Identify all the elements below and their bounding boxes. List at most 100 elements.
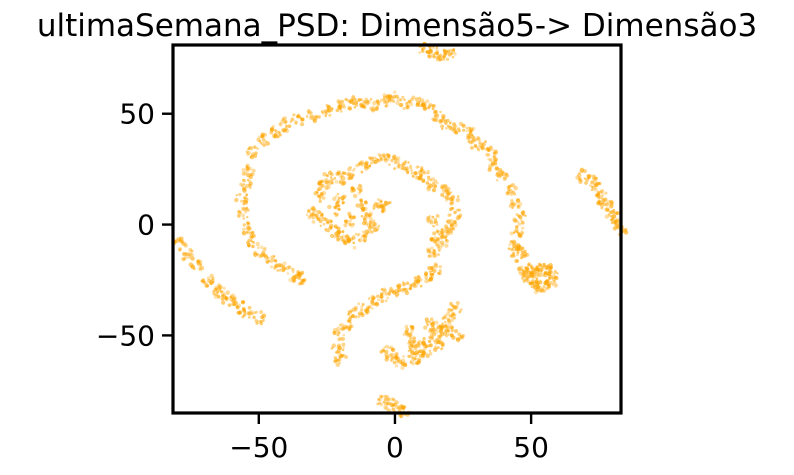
data-point-jitter (329, 176, 333, 179)
data-point-jitter (434, 110, 439, 114)
data-point-jitter (436, 340, 441, 345)
data-point-jitter (224, 296, 229, 301)
data-point-jitter (392, 403, 396, 407)
data-point-jitter (593, 187, 598, 192)
data-point-jitter (543, 272, 548, 278)
data-point-jitter (353, 167, 356, 171)
data-point (291, 278, 297, 283)
data-point-jitter (311, 205, 316, 211)
data-point-jitter (511, 182, 516, 188)
data-point-jitter (242, 183, 246, 186)
data-point-jitter (372, 100, 377, 106)
data-point-jitter (539, 288, 545, 293)
data-point-jitter (234, 197, 239, 203)
data-point-jitter (455, 208, 459, 212)
data-point-jitter (386, 296, 390, 300)
data-point-jitter (368, 220, 373, 225)
data-point-jitter (342, 326, 346, 330)
data-point-jitter (387, 94, 392, 98)
data-point-jitter (267, 259, 271, 263)
data-point-jitter (402, 283, 406, 287)
data-point-jitter (524, 266, 529, 271)
data-point-jitter (418, 348, 423, 353)
data-point-jitter (538, 286, 543, 291)
data-point-jitter (586, 174, 592, 179)
data-point-jitter (415, 100, 421, 105)
data-point-jitter (372, 107, 377, 112)
data-point-jitter (422, 103, 426, 107)
data-point-jitter (372, 207, 376, 211)
data-point-jitter (444, 196, 449, 200)
data-point-jitter (410, 348, 414, 353)
data-point-jitter (294, 120, 298, 125)
data-point-jitter (402, 405, 406, 410)
data-point-jitter (328, 113, 332, 117)
data-point-jitter (340, 103, 346, 108)
data-point-jitter (458, 121, 464, 126)
data-point (336, 333, 340, 337)
data-point-jitter (596, 182, 600, 186)
data-point-jitter (509, 231, 514, 236)
data-point-jitter (384, 201, 388, 206)
data-point-jitter (414, 349, 420, 355)
data-point-jitter (330, 181, 334, 185)
data-point (189, 252, 195, 258)
data-point-jitter (430, 272, 434, 277)
data-point-jitter (406, 332, 412, 338)
data-point-jitter (431, 181, 435, 185)
data-point-jitter (369, 106, 373, 110)
data-point-jitter (492, 154, 497, 159)
data-point-jitter (616, 226, 620, 230)
data-point-jitter (604, 202, 609, 207)
data-point-jitter (473, 138, 477, 142)
data-point-jitter (442, 189, 447, 194)
data-point-jitter (350, 97, 354, 101)
data-point-jitter (516, 251, 520, 254)
data-point-jitter (445, 57, 450, 62)
data-point-jitter (520, 230, 524, 234)
data-point-jitter (379, 200, 383, 203)
data-point-jitter (453, 329, 459, 334)
data-point-jitter (461, 123, 465, 128)
data-point-jitter (253, 252, 258, 258)
data-point-jitter (450, 328, 454, 333)
data-point-jitter (516, 219, 520, 224)
data-point-jitter (554, 276, 559, 281)
data-point-jitter (443, 236, 446, 239)
data-point-jitter (445, 329, 450, 334)
data-point-jitter (478, 141, 482, 145)
data-point-jitter (419, 284, 423, 288)
data-point-jitter (198, 268, 202, 272)
data-point (327, 204, 332, 210)
data-point-jitter (363, 240, 366, 243)
data-point-jitter (435, 326, 440, 330)
data-point-jitter (453, 210, 457, 215)
data-point-jitter (274, 259, 278, 263)
data-point-jitter (362, 219, 368, 224)
data-point-jitter (373, 228, 377, 233)
data-point-jitter (253, 311, 257, 315)
data-point-jitter (449, 229, 453, 234)
data-point-jitter (449, 218, 454, 223)
data-point-jitter (449, 191, 453, 194)
data-point-jitter (305, 115, 309, 118)
data-point-jitter (400, 405, 405, 410)
data-point-jitter (435, 338, 439, 342)
data-point-jitter (244, 184, 249, 189)
data-point-jitter (361, 208, 365, 213)
data-point-jitter (368, 223, 372, 227)
data-point-jitter (439, 110, 442, 114)
data-point-jitter (518, 271, 523, 276)
data-point-jitter (445, 199, 448, 202)
data-point-jitter (446, 231, 451, 236)
data-point-jitter (350, 188, 355, 193)
data-point-jitter (590, 188, 594, 192)
data-point-jitter (429, 220, 434, 225)
data-point-jitter (447, 333, 451, 337)
data-point-jitter (241, 230, 247, 236)
data-point-jitter (454, 130, 458, 135)
data-point-jitter (235, 193, 239, 197)
data-point-jitter (433, 249, 436, 252)
data-point-jitter (511, 201, 516, 207)
data-point-jitter (363, 206, 368, 212)
